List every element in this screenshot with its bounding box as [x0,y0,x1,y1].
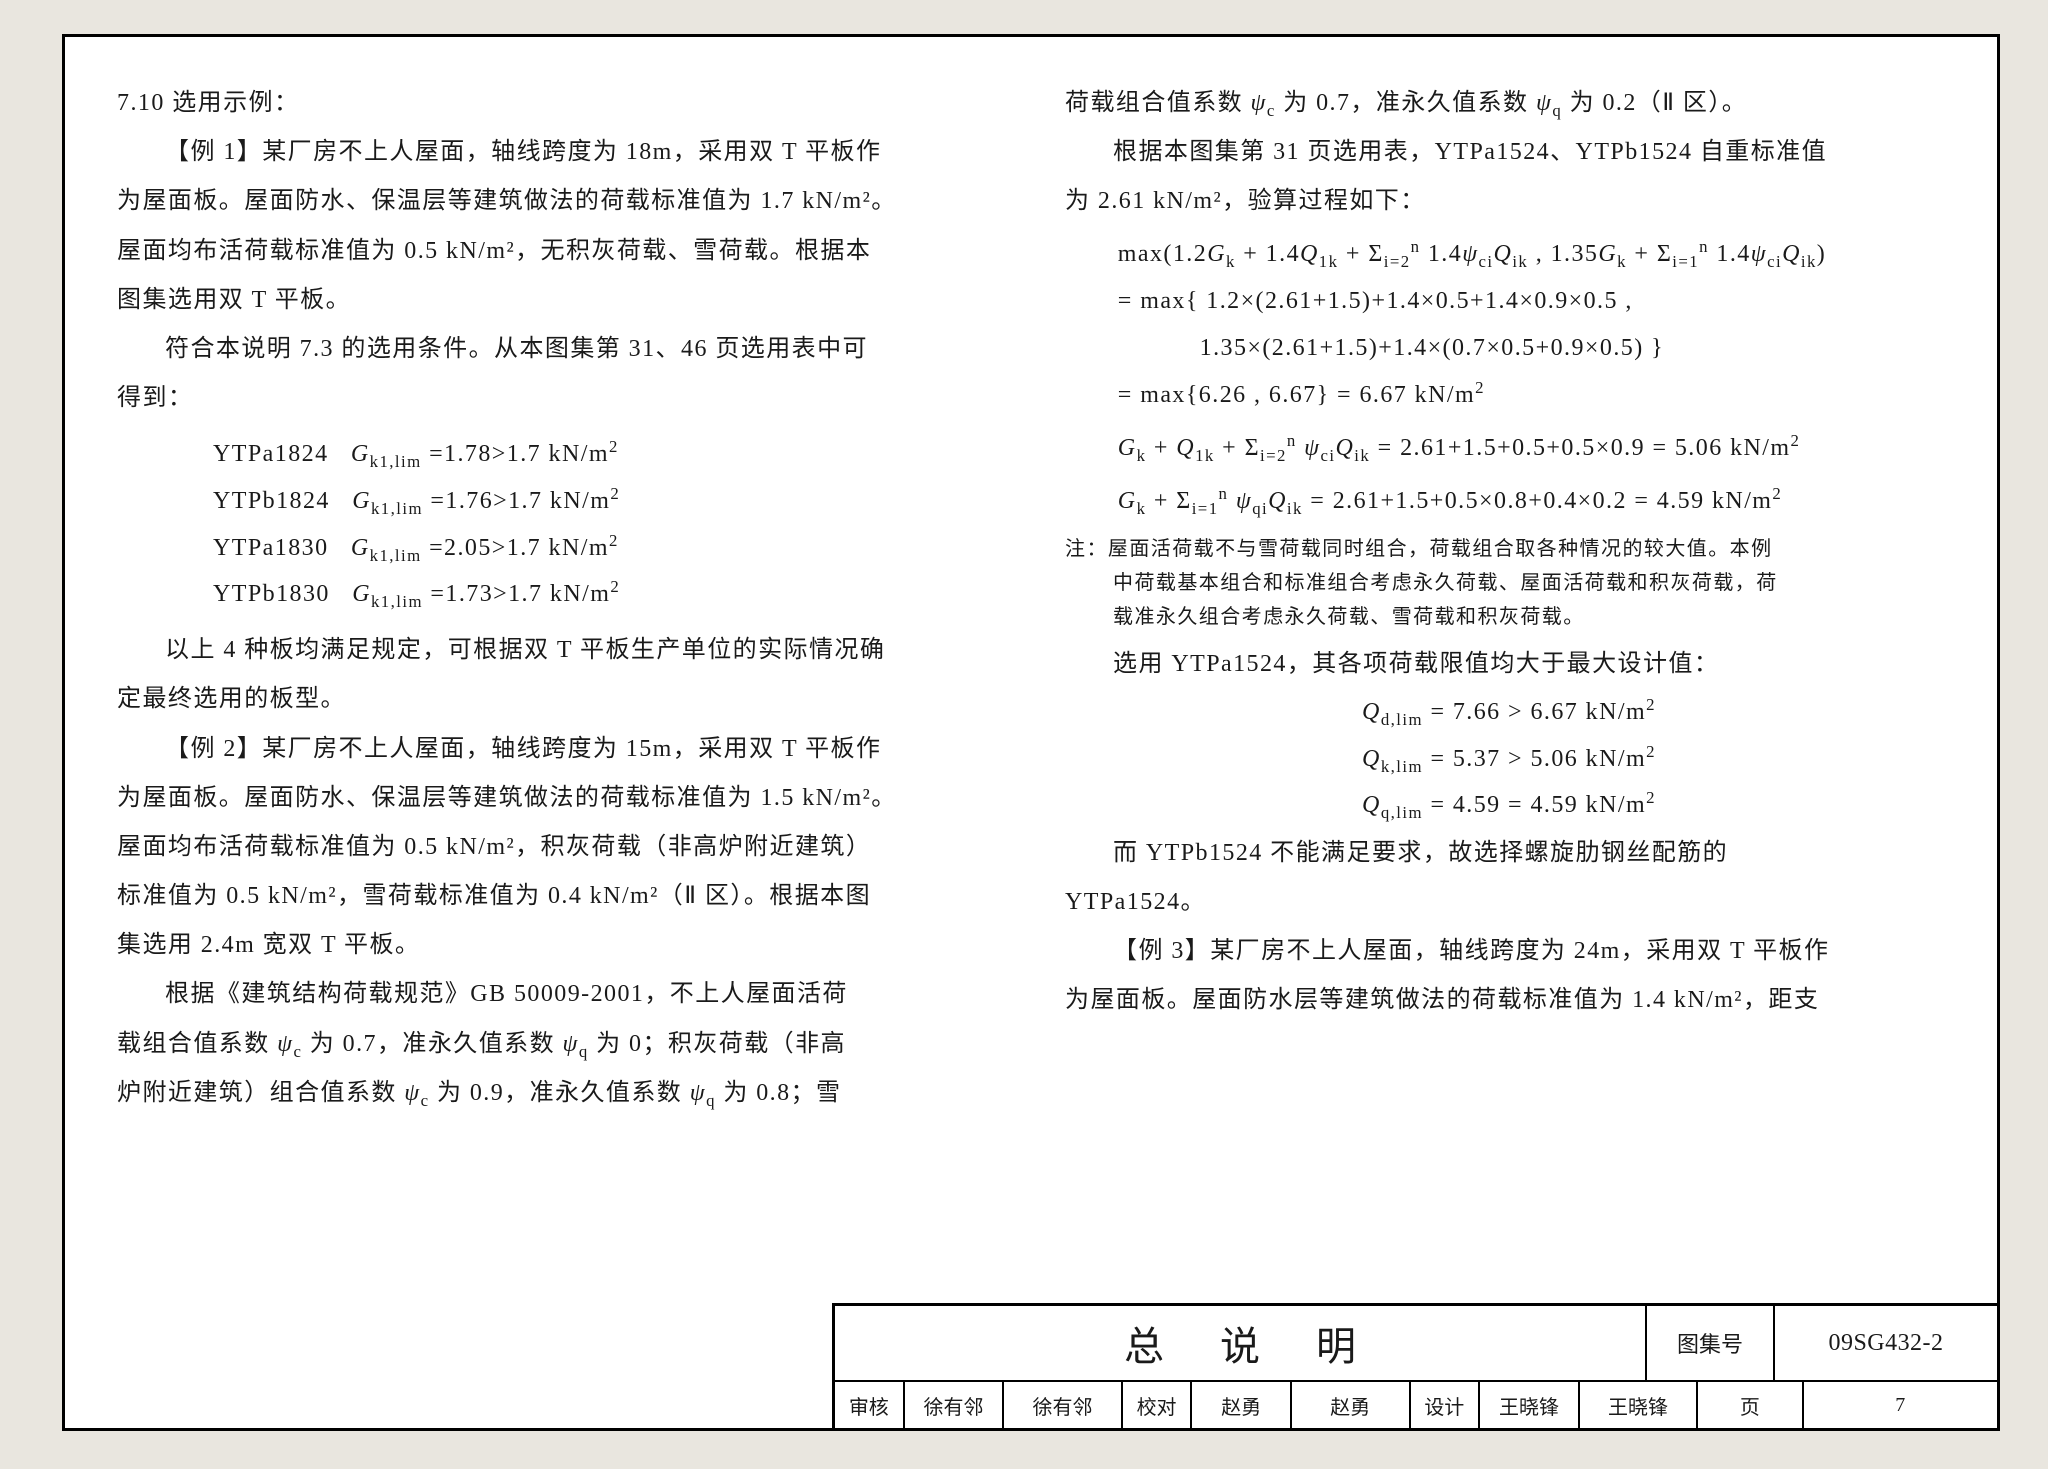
example2-line: 标准值为 0.5 kN/m²，雪荷载标准值为 0.4 kN/m²（Ⅱ 区）。根据… [117,872,1005,921]
fit-line: 符合本说明 7.3 的选用条件。从本图集第 31、46 页选用表中可 [117,325,1005,374]
check-name: 徐有邻 [903,1382,1003,1428]
para-line: 为 2.61 kN/m²，验算过程如下： [1065,177,1953,226]
eq-line: Gk + Q1k + Σi=2n ψciQik = 2.61+1.5+0.5+0… [1118,425,1953,473]
design-label: 设计 [1409,1382,1479,1428]
title-block: 总说明 图集号 09SG432-2 审核 徐有邻 徐有邻 校对 赵勇 赵勇 设计… [832,1303,2000,1431]
page-frame: 7.10 选用示例： 【例 1】某厂房不上人屋面，轴线跨度为 18m，采用双 T… [62,34,2000,1431]
titleblock-row-top: 总说明 图集号 09SG432-2 [835,1306,1997,1382]
example1-line: 图集选用双 T 平板。 [117,276,1005,325]
gk-row: YTPb1830 Gk1,lim =1.73>1.7 kN/m2 [213,571,1005,618]
example1-line: 屋面均布活荷载标准值为 0.5 kN/m²，无积灰荷载、雪荷载。根据本 [117,227,1005,276]
page-label: 页 [1696,1382,1801,1428]
column-left: 7.10 选用示例： 【例 1】某厂房不上人屋面，轴线跨度为 18m，采用双 T… [117,79,1005,1418]
check-sign: 徐有邻 [1002,1382,1120,1428]
eq-line: max(1.2Gk + 1.4Q1k + Σi=2n 1.4ψciQik , 1… [1118,231,1953,279]
q-line: Qd,lim = 7.66 > 6.67 kN/m2 [1065,689,1953,736]
eq-block: max(1.2Gk + 1.4Q1k + Σi=2n 1.4ψciQik , 1… [1118,231,1953,526]
example2-line: 集选用 2.4m 宽双 T 平板。 [117,921,1005,970]
eq-line: Gk + Σi=1n ψqiQik = 2.61+1.5+0.5×0.8+0.4… [1118,478,1953,526]
design-sign: 王晓锋 [1578,1382,1696,1428]
eq-line: = max{6.26 , 6.67} = 6.67 kN/m2 [1118,372,1953,419]
section-heading: 7.10 选用示例： [117,79,1005,128]
proof-label: 校对 [1121,1382,1191,1428]
example2-line: 【例 2】某厂房不上人屋面，轴线跨度为 15m，采用双 T 平板作 [117,725,1005,774]
gk-table: YTPa1824 Gk1,lim =1.78>1.7 kN/m2 YTPb182… [213,431,1005,618]
sheet-title: 总说明 [835,1306,1645,1380]
q-line: Qq,lim = 4.59 = 4.59 kN/m2 [1065,782,1953,829]
gb-line: 根据《建筑结构荷载规范》GB 50009-2001，不上人屋面活荷 [117,970,1005,1019]
gb-line: 炉附近建筑）组合值系数 ψc 为 0.9，准永久值系数 ψq 为 0.8；雪 [117,1069,1005,1118]
proof-name: 赵勇 [1190,1382,1290,1428]
q-line: Qk,lim = 5.37 > 5.06 kN/m2 [1065,736,1953,783]
eq-line: = max{ 1.2×(2.61+1.5)+1.4×0.5+1.4×0.9×0.… [1118,278,1953,325]
gk-row: YTPb1824 Gk1,lim =1.76>1.7 kN/m2 [213,478,1005,525]
ytpb-line: 而 YTPb1524 不能满足要求，故选择螺旋肋钢丝配筋的 [1065,829,1953,878]
example3-line: 【例 3】某厂房不上人屋面，轴线跨度为 24m，采用双 T 平板作 [1065,927,1953,976]
fit-line: 得到： [117,374,1005,423]
page-sheet: 7.10 选用示例： 【例 1】某厂房不上人屋面，轴线跨度为 18m，采用双 T… [0,0,2048,1469]
titleblock-row-bottom: 审核 徐有邻 徐有邻 校对 赵勇 赵勇 设计 王晓锋 王晓锋 页 7 [835,1382,1997,1428]
example1-line: 【例 1】某厂房不上人屋面，轴线跨度为 18m，采用双 T 平板作 [117,128,1005,177]
note-line: 注：屋面活荷载不与雪荷载同时组合，荷载组合取各种情况的较大值。本例 [1065,532,1953,566]
check-label: 审核 [835,1382,903,1428]
note-line: 载准永久组合考虑永久荷载、雪荷载和积灰荷载。 [1065,600,1953,634]
select-line: 选用 YTPa1524，其各项荷载限值均大于最大设计值： [1065,640,1953,689]
album-code: 09SG432-2 [1773,1306,1997,1380]
note-line: 中荷载基本组合和标准组合考虑永久荷载、屋面活荷载和积灰荷载，荷 [1065,566,1953,600]
proof-sign: 赵勇 [1290,1382,1408,1428]
body-columns: 7.10 选用示例： 【例 1】某厂房不上人屋面，轴线跨度为 18m，采用双 T… [65,37,1997,1428]
design-name: 王晓锋 [1478,1382,1578,1428]
ytpb-line: YTPa1524。 [1065,878,1953,927]
gk-row: YTPa1824 Gk1,lim =1.78>1.7 kN/m2 [213,431,1005,478]
example3-line: 为屋面板。屋面防水层等建筑做法的荷载标准值为 1.4 kN/m²，距支 [1065,976,1953,1025]
example2-line: 屋面均布活荷载标准值为 0.5 kN/m²，积灰荷载（非高炉附近建筑） [117,823,1005,872]
para-line: 荷载组合值系数 ψc 为 0.7，准永久值系数 ψq 为 0.2（Ⅱ 区）。 [1065,79,1953,128]
album-label: 图集号 [1645,1306,1773,1380]
conclusion-line: 以上 4 种板均满足规定，可根据双 T 平板生产单位的实际情况确 [117,626,1005,675]
note-block: 注：屋面活荷载不与雪荷载同时组合，荷载组合取各种情况的较大值。本例 中荷载基本组… [1065,532,1953,634]
column-right: 荷载组合值系数 ψc 为 0.7，准永久值系数 ψq 为 0.2（Ⅱ 区）。 根… [1065,79,1953,1418]
gk-row: YTPa1830 Gk1,lim =2.05>1.7 kN/m2 [213,525,1005,572]
gb-line: 载组合值系数 ψc 为 0.7，准永久值系数 ψq 为 0；积灰荷载（非高 [117,1020,1005,1069]
example2-line: 为屋面板。屋面防水、保温层等建筑做法的荷载标准值为 1.5 kN/m²。 [117,774,1005,823]
para-line: 根据本图集第 31 页选用表，YTPa1524、YTPb1524 自重标准值 [1065,128,1953,177]
page-number: 7 [1802,1382,1997,1428]
conclusion-line: 定最终选用的板型。 [117,675,1005,724]
example1-line: 为屋面板。屋面防水、保温层等建筑做法的荷载标准值为 1.7 kN/m²。 [117,177,1005,226]
q-limits: Qd,lim = 7.66 > 6.67 kN/m2 Qk,lim = 5.37… [1065,689,1953,829]
eq-line: 1.35×(2.61+1.5)+1.4×(0.7×0.5+0.9×0.5) } [1118,325,1953,372]
